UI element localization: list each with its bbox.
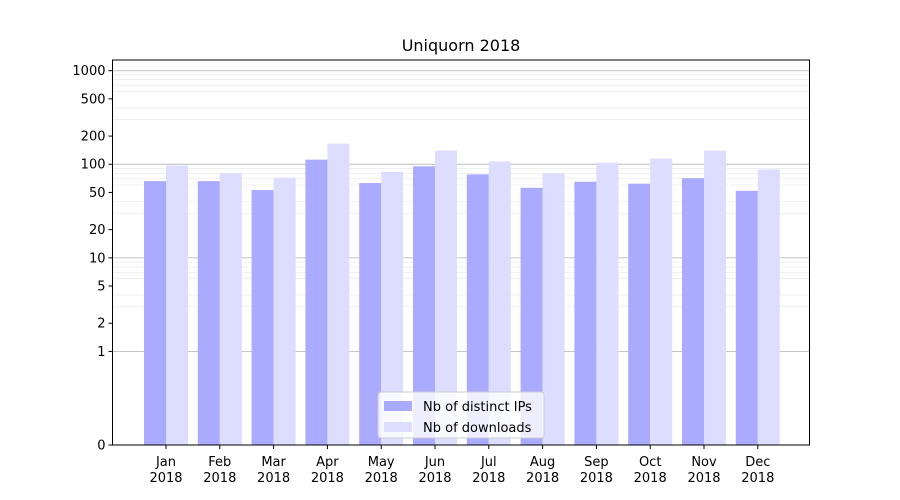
bar-distinct-ips (520, 187, 543, 445)
x-tick-label-year: 2018 (526, 471, 559, 486)
bar-downloads (542, 173, 565, 445)
legend-swatch (384, 422, 412, 432)
bar-distinct-ips (682, 178, 704, 445)
bar-downloads (381, 171, 404, 445)
bar-downloads (327, 143, 350, 445)
y-axis: 0 1 2 5 10 20 50 100 200 500 1000 (72, 64, 113, 454)
x-tick-label-year: 2018 (203, 471, 236, 486)
x-tick-label-month: Sep (584, 455, 609, 470)
y-tick-label: 50 (89, 186, 106, 201)
bar-downloads (704, 150, 726, 445)
bar-distinct-ips (144, 181, 166, 445)
bar-distinct-ips (735, 190, 758, 445)
legend-box (377, 391, 545, 439)
x-tick-label-year: 2018 (311, 471, 344, 486)
bar-distinct-ips (413, 166, 435, 445)
bar-downloads (596, 162, 619, 445)
bar-distinct-ips (466, 174, 489, 445)
x-tick-label-month: Oct (639, 455, 661, 470)
legend: Nb of distinct IPs Nb of downloads (377, 391, 545, 439)
bars (144, 143, 780, 446)
bar-distinct-ips (574, 181, 597, 446)
y-tick-label: 500 (81, 92, 106, 107)
x-tick-label-month: Jul (480, 455, 497, 470)
x-tick-label-year: 2018 (418, 471, 451, 486)
bar-distinct-ips (305, 159, 328, 445)
y-tick-label: 200 (81, 130, 106, 145)
bar-downloads (435, 150, 457, 445)
bar-downloads (273, 177, 296, 446)
bar-distinct-ips (628, 183, 651, 445)
x-tick-label-month: Apr (316, 455, 339, 470)
x-tick-label-year: 2018 (741, 471, 774, 486)
x-tick-label-year: 2018 (580, 471, 613, 486)
chart-title: Uniquorn 2018 (402, 36, 521, 55)
plot-frame (112, 59, 810, 446)
y-tick-label: 100 (81, 158, 106, 173)
x-tick-label-year: 2018 (472, 471, 505, 486)
y-tick-label: 5 (97, 280, 105, 295)
legend-swatch (384, 401, 412, 411)
x-tick-label-month: Nov (691, 455, 717, 470)
x-tick-label-month: Jun (424, 455, 445, 470)
bar-downloads (757, 169, 780, 446)
x-tick-label-year: 2018 (687, 471, 720, 486)
bar-distinct-ips (359, 183, 382, 446)
y-tick-label: 1000 (72, 64, 105, 79)
y-tick-label: 0 (97, 439, 105, 454)
x-tick-label-year: 2018 (257, 471, 290, 486)
y-tick-label: 20 (89, 223, 106, 238)
bar-distinct-ips (251, 190, 274, 445)
y-tick-label: 1 (97, 345, 105, 360)
legend-label: Nb of distinct IPs (423, 400, 532, 415)
x-tick-label-month: Feb (208, 455, 231, 470)
x-axis: Jan2018Feb2018Mar2018Apr2018May2018Jun20… (149, 445, 774, 486)
bar-downloads (219, 173, 242, 445)
x-tick-label-month: Jan (155, 455, 176, 470)
bar-downloads (650, 158, 673, 445)
x-tick-label-month: Mar (261, 455, 286, 470)
x-tick-label-month: May (368, 455, 395, 470)
x-tick-label-year: 2018 (365, 471, 398, 486)
bar-distinct-ips (197, 181, 220, 445)
x-tick-label-year: 2018 (634, 471, 667, 486)
legend-label: Nb of downloads (423, 421, 532, 436)
x-tick-label-year: 2018 (149, 471, 182, 486)
bar-downloads (166, 165, 188, 446)
x-tick-label-month: Aug (530, 455, 555, 470)
y-tick-label: 10 (89, 251, 106, 266)
x-tick-label-month: Dec (745, 455, 770, 470)
y-tick-label: 2 (97, 317, 105, 332)
bar-downloads (488, 161, 511, 445)
